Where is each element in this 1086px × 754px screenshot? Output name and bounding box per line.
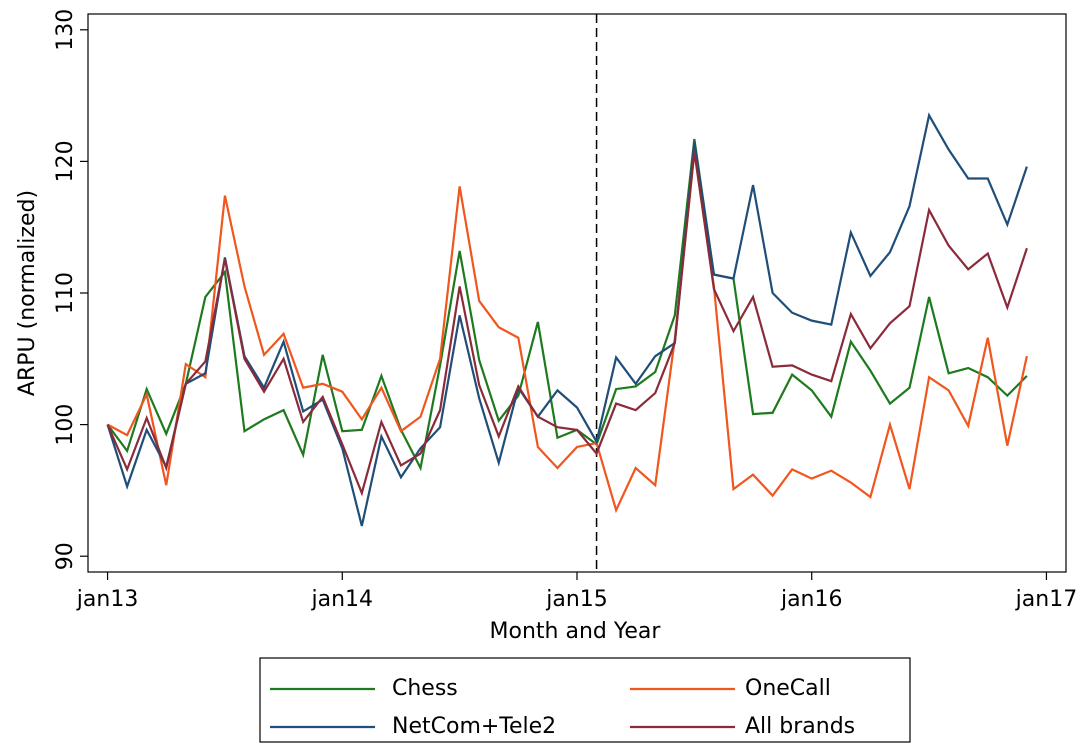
x-tick-label: jan15 <box>545 587 608 612</box>
y-axis-title: ARPU (normalized) <box>15 190 40 396</box>
x-tick-label: jan17 <box>1015 587 1078 612</box>
y-tick-label: 90 <box>53 542 78 570</box>
x-axis-title: Month and Year <box>490 619 662 644</box>
series-line <box>107 152 1028 514</box>
plot-frame <box>87 13 1067 573</box>
legend-label: OneCall <box>745 676 831 701</box>
series-line <box>106 112 1028 527</box>
series-line <box>106 138 1028 472</box>
legend-label: Chess <box>392 676 458 701</box>
series-line <box>106 150 1028 497</box>
y-tick-label: 120 <box>53 140 78 182</box>
legend-label: All brands <box>745 714 855 739</box>
y-tick-label: 110 <box>53 272 78 314</box>
y-tick-label: 130 <box>53 9 78 51</box>
legend-label: NetCom+Tele2 <box>392 714 556 739</box>
x-tick-label: jan16 <box>780 587 843 612</box>
x-tick-label: jan14 <box>311 587 374 612</box>
x-tick-label: jan13 <box>76 587 139 612</box>
y-tick-label: 100 <box>53 404 78 446</box>
